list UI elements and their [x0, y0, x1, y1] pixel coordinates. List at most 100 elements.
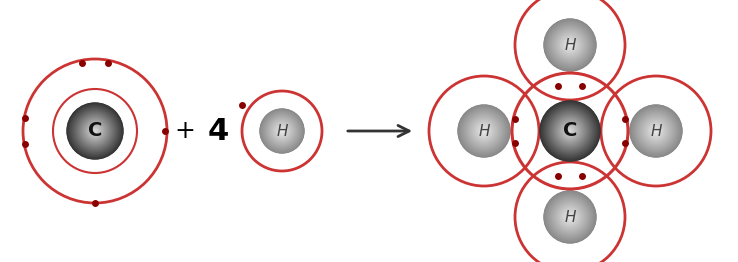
Circle shape [65, 101, 125, 161]
Circle shape [461, 108, 507, 154]
Circle shape [465, 112, 503, 150]
Circle shape [546, 193, 594, 241]
Circle shape [638, 113, 675, 149]
Circle shape [74, 110, 117, 152]
Circle shape [642, 117, 670, 145]
Circle shape [268, 117, 296, 145]
Circle shape [567, 128, 573, 134]
Circle shape [560, 121, 580, 141]
Circle shape [549, 110, 591, 152]
Circle shape [72, 107, 119, 155]
Circle shape [554, 200, 587, 234]
Circle shape [654, 129, 658, 133]
Circle shape [76, 112, 114, 150]
Circle shape [548, 23, 592, 67]
Circle shape [568, 214, 573, 220]
Circle shape [90, 126, 100, 136]
Circle shape [567, 42, 573, 48]
Circle shape [649, 124, 663, 138]
Text: C: C [88, 122, 102, 140]
Circle shape [267, 116, 297, 146]
Circle shape [77, 114, 112, 148]
Circle shape [652, 128, 659, 134]
Circle shape [74, 110, 116, 152]
Circle shape [265, 114, 299, 148]
Circle shape [270, 119, 294, 143]
Circle shape [90, 126, 100, 136]
Circle shape [545, 20, 595, 70]
Circle shape [562, 210, 577, 225]
Circle shape [544, 105, 596, 157]
Circle shape [469, 117, 498, 145]
Circle shape [62, 98, 128, 164]
Circle shape [269, 118, 294, 144]
Circle shape [77, 113, 113, 149]
Circle shape [548, 195, 593, 239]
Circle shape [559, 121, 581, 141]
Circle shape [549, 24, 591, 66]
Circle shape [550, 197, 590, 237]
Circle shape [272, 120, 293, 142]
Circle shape [641, 116, 671, 146]
Circle shape [76, 112, 114, 150]
Text: 4: 4 [207, 117, 229, 145]
Circle shape [477, 124, 491, 138]
Circle shape [559, 35, 580, 55]
Circle shape [546, 21, 594, 69]
Circle shape [553, 200, 587, 234]
Circle shape [545, 107, 594, 155]
Circle shape [567, 41, 573, 48]
Circle shape [649, 123, 663, 139]
Circle shape [52, 88, 138, 174]
Circle shape [650, 125, 662, 137]
Circle shape [550, 196, 590, 237]
Circle shape [548, 24, 591, 67]
Circle shape [645, 120, 667, 142]
Circle shape [66, 101, 125, 161]
Circle shape [262, 111, 302, 151]
Circle shape [83, 119, 107, 143]
Circle shape [652, 127, 661, 135]
Circle shape [91, 127, 100, 135]
Circle shape [547, 22, 593, 68]
Circle shape [640, 115, 672, 147]
Text: H: H [478, 123, 490, 139]
Circle shape [541, 102, 599, 160]
Circle shape [277, 127, 286, 135]
Circle shape [560, 121, 580, 141]
Circle shape [652, 127, 660, 135]
Circle shape [476, 123, 492, 139]
Circle shape [263, 112, 301, 150]
Circle shape [462, 109, 506, 153]
Circle shape [564, 39, 576, 51]
Circle shape [74, 110, 117, 152]
Circle shape [480, 127, 488, 135]
Circle shape [472, 119, 496, 143]
Circle shape [77, 113, 113, 149]
Circle shape [92, 128, 98, 134]
Circle shape [569, 44, 571, 46]
Circle shape [86, 121, 105, 141]
Circle shape [655, 130, 657, 132]
Circle shape [632, 107, 680, 155]
Circle shape [458, 105, 510, 157]
Circle shape [557, 118, 583, 144]
Circle shape [481, 128, 487, 134]
Circle shape [81, 117, 109, 145]
Circle shape [89, 125, 100, 137]
Circle shape [652, 127, 661, 135]
Circle shape [545, 21, 594, 69]
Circle shape [545, 192, 596, 242]
Circle shape [645, 120, 666, 142]
Circle shape [91, 127, 100, 135]
Circle shape [567, 214, 573, 221]
Circle shape [77, 113, 112, 149]
Circle shape [271, 120, 293, 142]
Circle shape [464, 111, 504, 151]
Circle shape [652, 127, 660, 135]
Circle shape [89, 125, 101, 137]
Circle shape [552, 27, 588, 63]
Circle shape [540, 101, 600, 161]
Text: H: H [565, 37, 576, 52]
Circle shape [544, 19, 596, 71]
